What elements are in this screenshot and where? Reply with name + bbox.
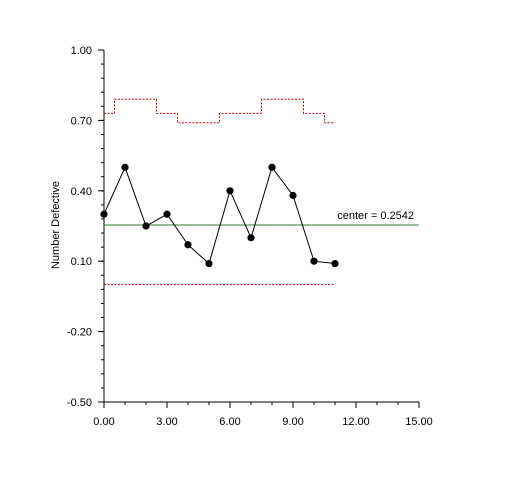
x-tick-label: 6.00 (219, 416, 240, 428)
ucl-line (104, 98, 335, 124)
x-tick-label: 15.00 (405, 416, 433, 428)
data-point (247, 234, 255, 242)
data-point (268, 163, 276, 171)
x-tick-label: 9.00 (282, 416, 303, 428)
x-tick-label: 12.00 (342, 416, 370, 428)
y-tick-label: -0.20 (67, 327, 92, 339)
data-point (142, 222, 150, 230)
data-point (184, 241, 192, 249)
axes (103, 50, 419, 403)
data-point (100, 210, 108, 218)
y-tick-label: 1.00 (71, 45, 92, 57)
data-point (205, 259, 213, 268)
data-point (331, 259, 339, 268)
data-point (121, 163, 129, 171)
x-tick-label: 3.00 (156, 416, 177, 428)
series-line (103, 165, 336, 265)
data-point (226, 187, 234, 195)
center-line: center = 0.2542 (104, 210, 419, 226)
data-point (163, 210, 171, 218)
series (100, 163, 339, 268)
y-tick-label: 0.70 (71, 115, 92, 127)
y-ticks: -0.50 -0.20 0.10 0.40 0.70 1.00 (67, 45, 104, 409)
x-ticks: 0.00 3.00 6.00 9.00 12.00 15.00 (93, 402, 433, 428)
y-tick-label: -0.50 (67, 397, 92, 409)
x-tick-label: 0.00 (93, 416, 114, 428)
y-tick-label: 0.40 (71, 186, 92, 198)
data-point (310, 257, 318, 265)
data-point (289, 191, 297, 200)
y-axis-label: Number Defective (50, 181, 62, 269)
upper-control-limit (104, 98, 335, 124)
y-tick-label: 0.10 (71, 256, 92, 268)
center-line-label: center = 0.2542 (337, 210, 414, 222)
